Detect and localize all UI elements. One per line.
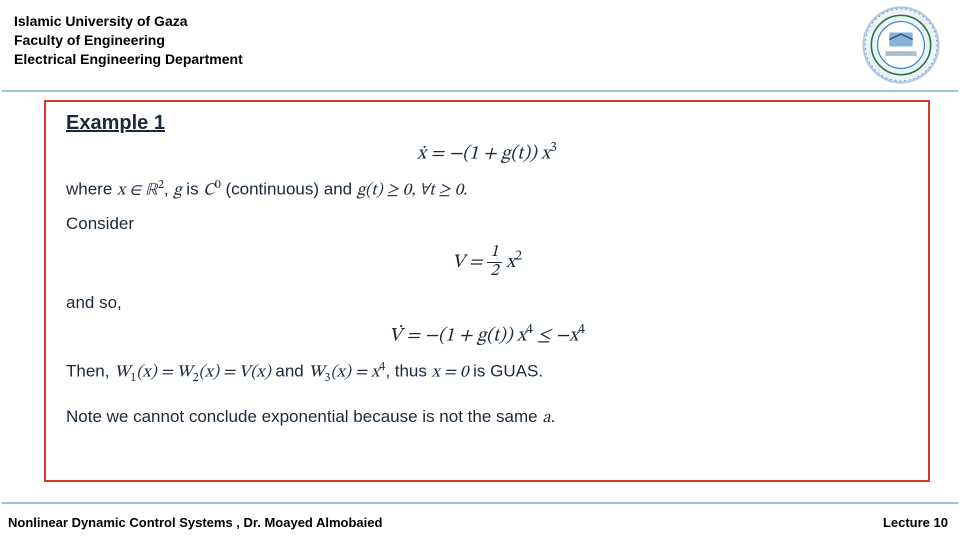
- vdot-exp1: 4: [526, 324, 533, 337]
- where-sep1: ,: [164, 180, 173, 199]
- andso-label: and so,: [66, 290, 908, 316]
- thus-label: , thus: [385, 362, 431, 381]
- equation-xdot: ẋ = −(1 + g(t)) x3: [66, 141, 908, 166]
- where-is: is: [186, 180, 203, 199]
- where-g: g: [173, 183, 181, 200]
- W1x: (x) =: [136, 365, 176, 382]
- Vdot-rhs1: = −(1 + g(t)) x: [402, 326, 526, 345]
- footer-left: Nonlinear Dynamic Control Systems , Dr. …: [8, 515, 382, 530]
- where-prefix: where: [66, 180, 117, 199]
- V-frac: 12: [487, 244, 501, 281]
- eq1-rhs: −(1 + g(t)) x: [449, 144, 551, 163]
- and-label: and: [275, 362, 308, 381]
- equation-Vdot: V̇ = −(1 + g(t)) x4 ≤ −x4: [66, 323, 908, 348]
- V-x: x: [502, 253, 516, 272]
- example-title: Example 1: [66, 112, 908, 135]
- footer-right: Lecture 10: [883, 515, 948, 530]
- header-line-3: Electrical Engineering Department: [14, 50, 946, 69]
- note-period: .: [550, 407, 555, 426]
- equation-V: V = 12 x2: [66, 244, 908, 281]
- university-logo: [862, 6, 940, 84]
- eq1-exp: 3: [550, 142, 557, 155]
- footer-separator: [2, 502, 958, 504]
- V-exp: 2: [515, 250, 522, 263]
- V-frac-den: 2: [487, 263, 501, 281]
- eq1-lhs: ẋ: [417, 144, 426, 163]
- where-C: C: [203, 183, 214, 200]
- consider-label: Consider: [66, 211, 908, 237]
- W2x: (x) = V(x): [199, 365, 271, 382]
- header-separator: [2, 90, 958, 92]
- then-prefix: Then,: [66, 362, 114, 381]
- V-frac-num: 1: [487, 244, 501, 263]
- Vdot-lhs: V̇: [389, 326, 402, 345]
- then-line: Then, W1(x) = W2(x) = V(x) and W3(x) = x…: [66, 358, 908, 388]
- where-C-exp: 0: [215, 179, 221, 191]
- example-box: Example 1 ẋ = −(1 + g(t)) x3 where x ∈ ℝ…: [44, 100, 930, 482]
- W1: W: [114, 365, 130, 382]
- x0: x = 0: [432, 365, 469, 382]
- Vdot-rhs2: ≤ −x: [533, 326, 578, 345]
- header-line-2: Faculty of Engineering: [14, 31, 946, 50]
- W3: W: [308, 365, 324, 382]
- vdot-exp2: 4: [578, 324, 585, 337]
- note-line: Note we cannot conclude exponential beca…: [66, 404, 908, 432]
- header-line-1: Islamic University of Gaza: [14, 12, 946, 31]
- where-gt: g(t) ≥ 0, ∀t ≥ 0.: [357, 183, 467, 200]
- guas-label: is GUAS.: [468, 362, 543, 381]
- note-prefix: Note we cannot conclude exponential beca…: [66, 407, 542, 426]
- where-x: x ∈ ℝ: [117, 183, 158, 200]
- V-lhs: V =: [452, 253, 487, 272]
- slide-header: Islamic University of Gaza Faculty of En…: [14, 12, 946, 90]
- W2: W: [177, 365, 193, 382]
- where-line: where x ∈ ℝ2, g is C0 (continuous) and g…: [66, 176, 908, 205]
- W3x: (x) = x: [331, 365, 380, 382]
- where-cont: (continuous) and: [225, 180, 356, 199]
